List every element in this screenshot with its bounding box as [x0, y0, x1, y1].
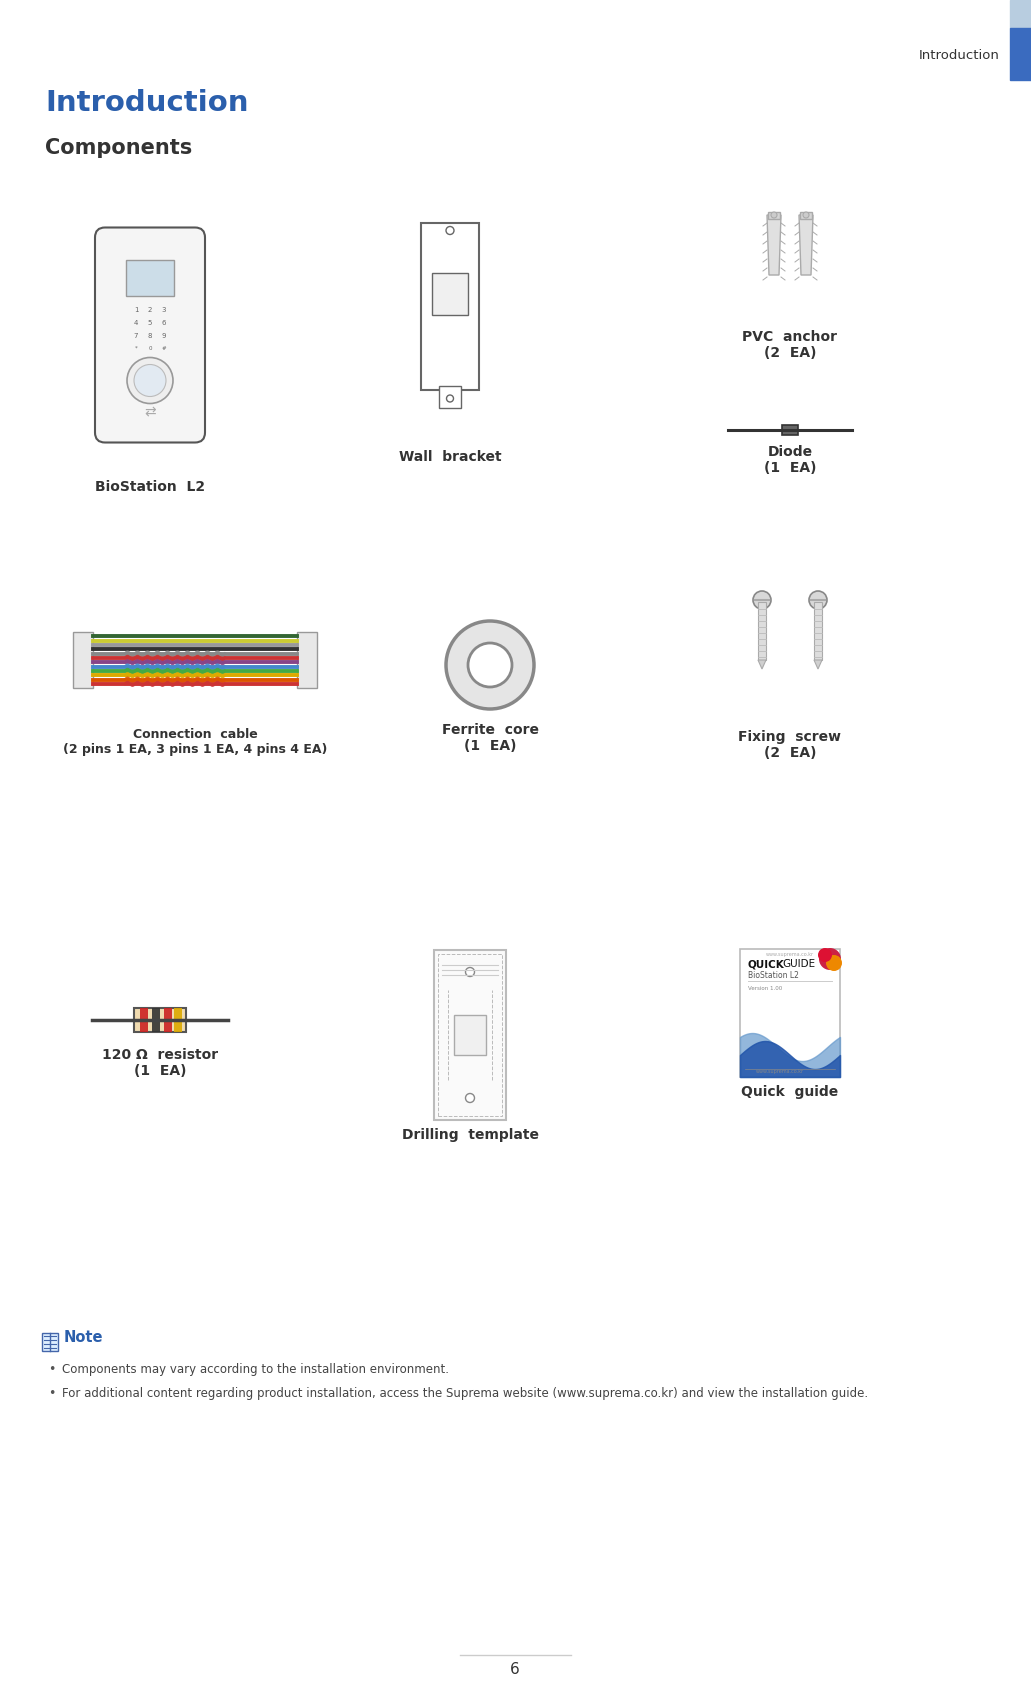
Bar [134, 1009, 186, 1032]
Circle shape [468, 643, 512, 687]
Text: Fixing  screw
(2  EA): Fixing screw (2 EA) [738, 730, 841, 761]
Bar [814, 602, 822, 660]
Bar [434, 950, 506, 1120]
Bar [164, 1009, 172, 1032]
Bar [73, 633, 93, 688]
Bar [140, 1009, 148, 1032]
Text: GUIDE: GUIDE [781, 958, 816, 968]
Text: 8: 8 [147, 332, 153, 339]
Circle shape [803, 213, 809, 218]
Circle shape [753, 590, 771, 609]
Circle shape [809, 590, 827, 609]
Circle shape [771, 213, 777, 218]
Bar [421, 223, 479, 390]
Circle shape [134, 364, 166, 396]
Polygon shape [767, 214, 781, 275]
Text: Wall  bracket: Wall bracket [399, 450, 501, 464]
Bar [1010, 0, 1031, 29]
Circle shape [127, 358, 173, 403]
Text: Diode
(1  EA): Diode (1 EA) [764, 445, 817, 476]
Bar [297, 633, 317, 688]
Text: Components: Components [45, 138, 192, 159]
Text: Introduction: Introduction [919, 49, 1000, 61]
Text: 5: 5 [147, 319, 153, 326]
Bar [1010, 29, 1031, 79]
Text: www.suprema.co.kr: www.suprema.co.kr [756, 1070, 804, 1075]
Bar [126, 260, 174, 295]
Circle shape [446, 621, 534, 709]
Circle shape [466, 1093, 474, 1103]
Bar [152, 1009, 160, 1032]
Bar [432, 273, 468, 315]
Bar [454, 1016, 486, 1054]
Text: Drilling  template: Drilling template [401, 1129, 538, 1142]
Bar [439, 386, 461, 408]
FancyBboxPatch shape [95, 228, 205, 442]
Text: Version 1.00: Version 1.00 [749, 985, 783, 990]
Text: PVC  anchor
(2  EA): PVC anchor (2 EA) [742, 331, 837, 361]
Text: BioStation  L2: BioStation L2 [95, 481, 205, 494]
Circle shape [818, 948, 832, 962]
Text: QUICK: QUICK [749, 958, 785, 968]
Text: BioStation L2: BioStation L2 [749, 970, 799, 980]
Text: ⇄: ⇄ [144, 405, 156, 420]
Text: 6: 6 [510, 1662, 520, 1677]
Text: 9: 9 [162, 332, 166, 339]
Text: 6: 6 [162, 319, 166, 326]
Text: 120 Ω  resistor
(1  EA): 120 Ω resistor (1 EA) [102, 1048, 219, 1078]
Polygon shape [799, 214, 813, 275]
Text: 7: 7 [134, 332, 138, 339]
Text: #: # [162, 346, 166, 351]
Circle shape [466, 968, 474, 977]
Polygon shape [758, 660, 766, 670]
Circle shape [819, 948, 841, 970]
Text: 3: 3 [162, 307, 166, 312]
Text: •: • [48, 1387, 56, 1400]
Text: 2: 2 [147, 307, 153, 312]
Bar [42, 1333, 58, 1351]
Circle shape [446, 226, 454, 234]
Text: Introduction: Introduction [45, 89, 248, 116]
Bar [800, 213, 812, 219]
Bar [781, 425, 798, 435]
Text: Components may vary according to the installation environment.: Components may vary according to the ins… [62, 1363, 448, 1375]
Text: •: • [48, 1363, 56, 1375]
Bar [174, 1009, 182, 1032]
Text: Ferrite  core
(1  EA): Ferrite core (1 EA) [441, 724, 538, 752]
Circle shape [826, 955, 842, 972]
Text: 1: 1 [134, 307, 138, 312]
Text: 4: 4 [134, 319, 138, 326]
Text: For additional content regarding product installation, access the Suprema websit: For additional content regarding product… [62, 1387, 868, 1400]
Text: www.suprema.co.kr: www.suprema.co.kr [766, 951, 814, 957]
Text: *: * [135, 346, 137, 351]
Text: Quick  guide: Quick guide [741, 1085, 838, 1098]
Bar [438, 955, 502, 1117]
Text: Connection  cable
(2 pins 1 EA, 3 pins 1 EA, 4 pins 4 EA): Connection cable (2 pins 1 EA, 3 pins 1 … [63, 729, 327, 756]
Bar [758, 602, 766, 660]
Text: 0: 0 [148, 346, 152, 351]
Bar [768, 213, 780, 219]
Bar [740, 950, 840, 1076]
Polygon shape [814, 660, 822, 670]
Text: Note: Note [64, 1331, 103, 1346]
Circle shape [446, 395, 454, 402]
